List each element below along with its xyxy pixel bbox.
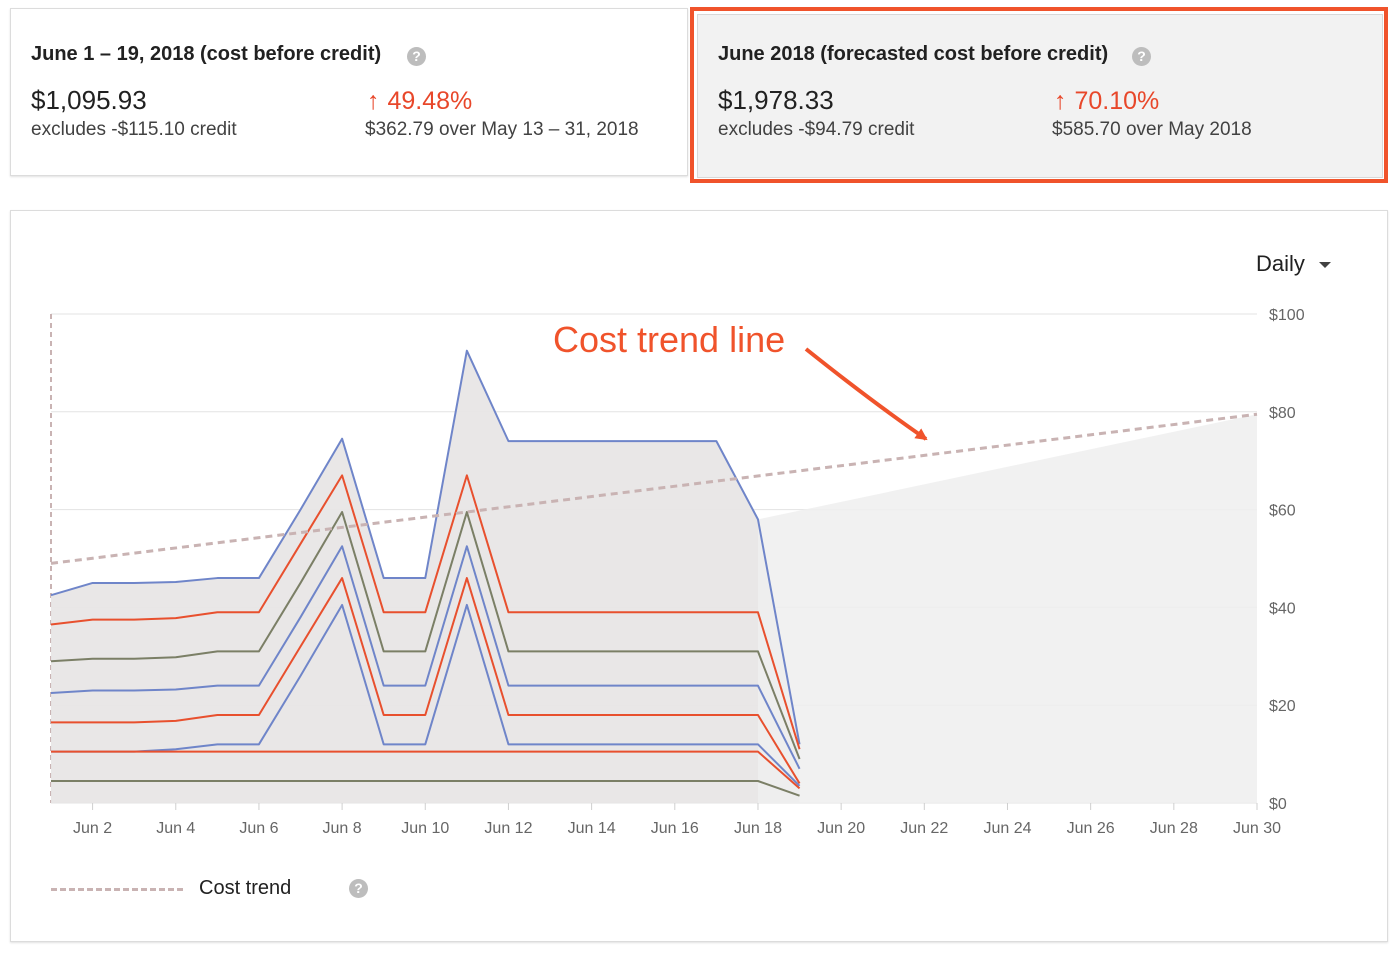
- series-line-5: [51, 577, 801, 784]
- cost-chart-card: Daily $0 $20 $40 $60 $80 $100 Jun 2 Jun 4 Jun 6…: [10, 210, 1388, 942]
- credit-note: excludes -$115.10 credit: [31, 119, 237, 140]
- series-line-6: [51, 603, 801, 787]
- card-title: June 1 – 19, 2018 (cost before credit): [31, 43, 382, 65]
- help-icon[interactable]: ?: [407, 47, 426, 66]
- series-line-7: [51, 750, 801, 790]
- x-tick-label: Jun 6: [239, 820, 278, 837]
- caret-down-icon: [1318, 262, 1331, 269]
- x-tick-label: Jun 8: [323, 820, 362, 837]
- x-tick-label: Jun 12: [484, 820, 532, 837]
- legend-dashed-line: [51, 888, 183, 891]
- y-axis: $0 $20 $40 $60 $80 $100: [1269, 307, 1305, 813]
- y-tick-label: $0: [1269, 796, 1287, 813]
- y-tick-label: $60: [1269, 503, 1296, 520]
- y-tick-label: $40: [1269, 600, 1296, 617]
- cost-trend-line: [50, 412, 1258, 565]
- change-percent-value: 49.48%: [387, 87, 473, 115]
- change-percent: ↑ 49.48%: [367, 87, 472, 116]
- arrow-up-icon: ↑: [1054, 87, 1067, 115]
- x-tick-label: Jun 18: [734, 820, 782, 837]
- actual-cost-area: [51, 350, 800, 803]
- cost-summary-card: June 1 – 19, 2018 (cost before credit) ?…: [10, 8, 688, 176]
- forecast-area: [757, 414, 1257, 803]
- annotation-label: Cost trend line: [553, 319, 785, 360]
- help-icon[interactable]: ?: [349, 879, 368, 898]
- series-line-4: [50, 545, 801, 770]
- x-axis: Jun 2 Jun 4 Jun 6 Jun 8 Jun 10 Jun 12 Jun 14 Ju…: [73, 803, 1281, 837]
- x-tick-label: Jun 14: [568, 820, 616, 837]
- cost-value: $1,978.33: [718, 85, 834, 115]
- y-tick-label: $20: [1269, 698, 1296, 715]
- x-tick-label: Jun 30: [1233, 820, 1281, 837]
- x-tick-label: Jun 20: [817, 820, 865, 837]
- x-tick-label: Jun 10: [401, 820, 449, 837]
- series-lines: [50, 349, 801, 797]
- chart-areas: [51, 350, 1257, 803]
- legend-label: Cost trend: [199, 877, 292, 899]
- series-line-1: [50, 349, 801, 745]
- help-icon[interactable]: ?: [1132, 47, 1151, 66]
- cost-value: $1,095.93: [31, 85, 147, 115]
- granularity-dropdown[interactable]: Daily: [1256, 251, 1331, 277]
- series-line-8: [51, 779, 800, 797]
- x-tick-label: Jun 28: [1150, 820, 1198, 837]
- y-tick-label: $100: [1269, 307, 1305, 324]
- arrow-up-icon: ↑: [367, 87, 380, 115]
- x-tick-label: Jun 16: [651, 820, 699, 837]
- change-note: $362.79 over May 13 – 31, 2018: [365, 119, 639, 140]
- forecast-summary-card: June 2018 (forecasted cost before credit…: [697, 14, 1383, 178]
- granularity-value: Daily: [1256, 251, 1305, 276]
- x-tick-label: Jun 24: [983, 820, 1031, 837]
- series-line-2: [50, 474, 801, 750]
- x-tick-label: Jun 4: [156, 820, 195, 837]
- x-tick-label: Jun 22: [900, 820, 948, 837]
- y-tick-label: $80: [1269, 405, 1296, 422]
- card-title: June 2018 (forecasted cost before credit…: [718, 43, 1109, 65]
- series-line-3: [50, 511, 801, 760]
- trend-line: [50, 412, 1258, 565]
- x-tick-label: Jun 2: [73, 820, 112, 837]
- credit-note: excludes -$94.79 credit: [718, 119, 915, 140]
- x-tick-label: Jun 26: [1067, 820, 1115, 837]
- change-percent-value: 70.10%: [1074, 87, 1160, 115]
- annotation-arrow: [804, 347, 928, 441]
- change-percent: ↑ 70.10%: [1054, 87, 1159, 116]
- change-note: $585.70 over May 2018: [1052, 119, 1252, 140]
